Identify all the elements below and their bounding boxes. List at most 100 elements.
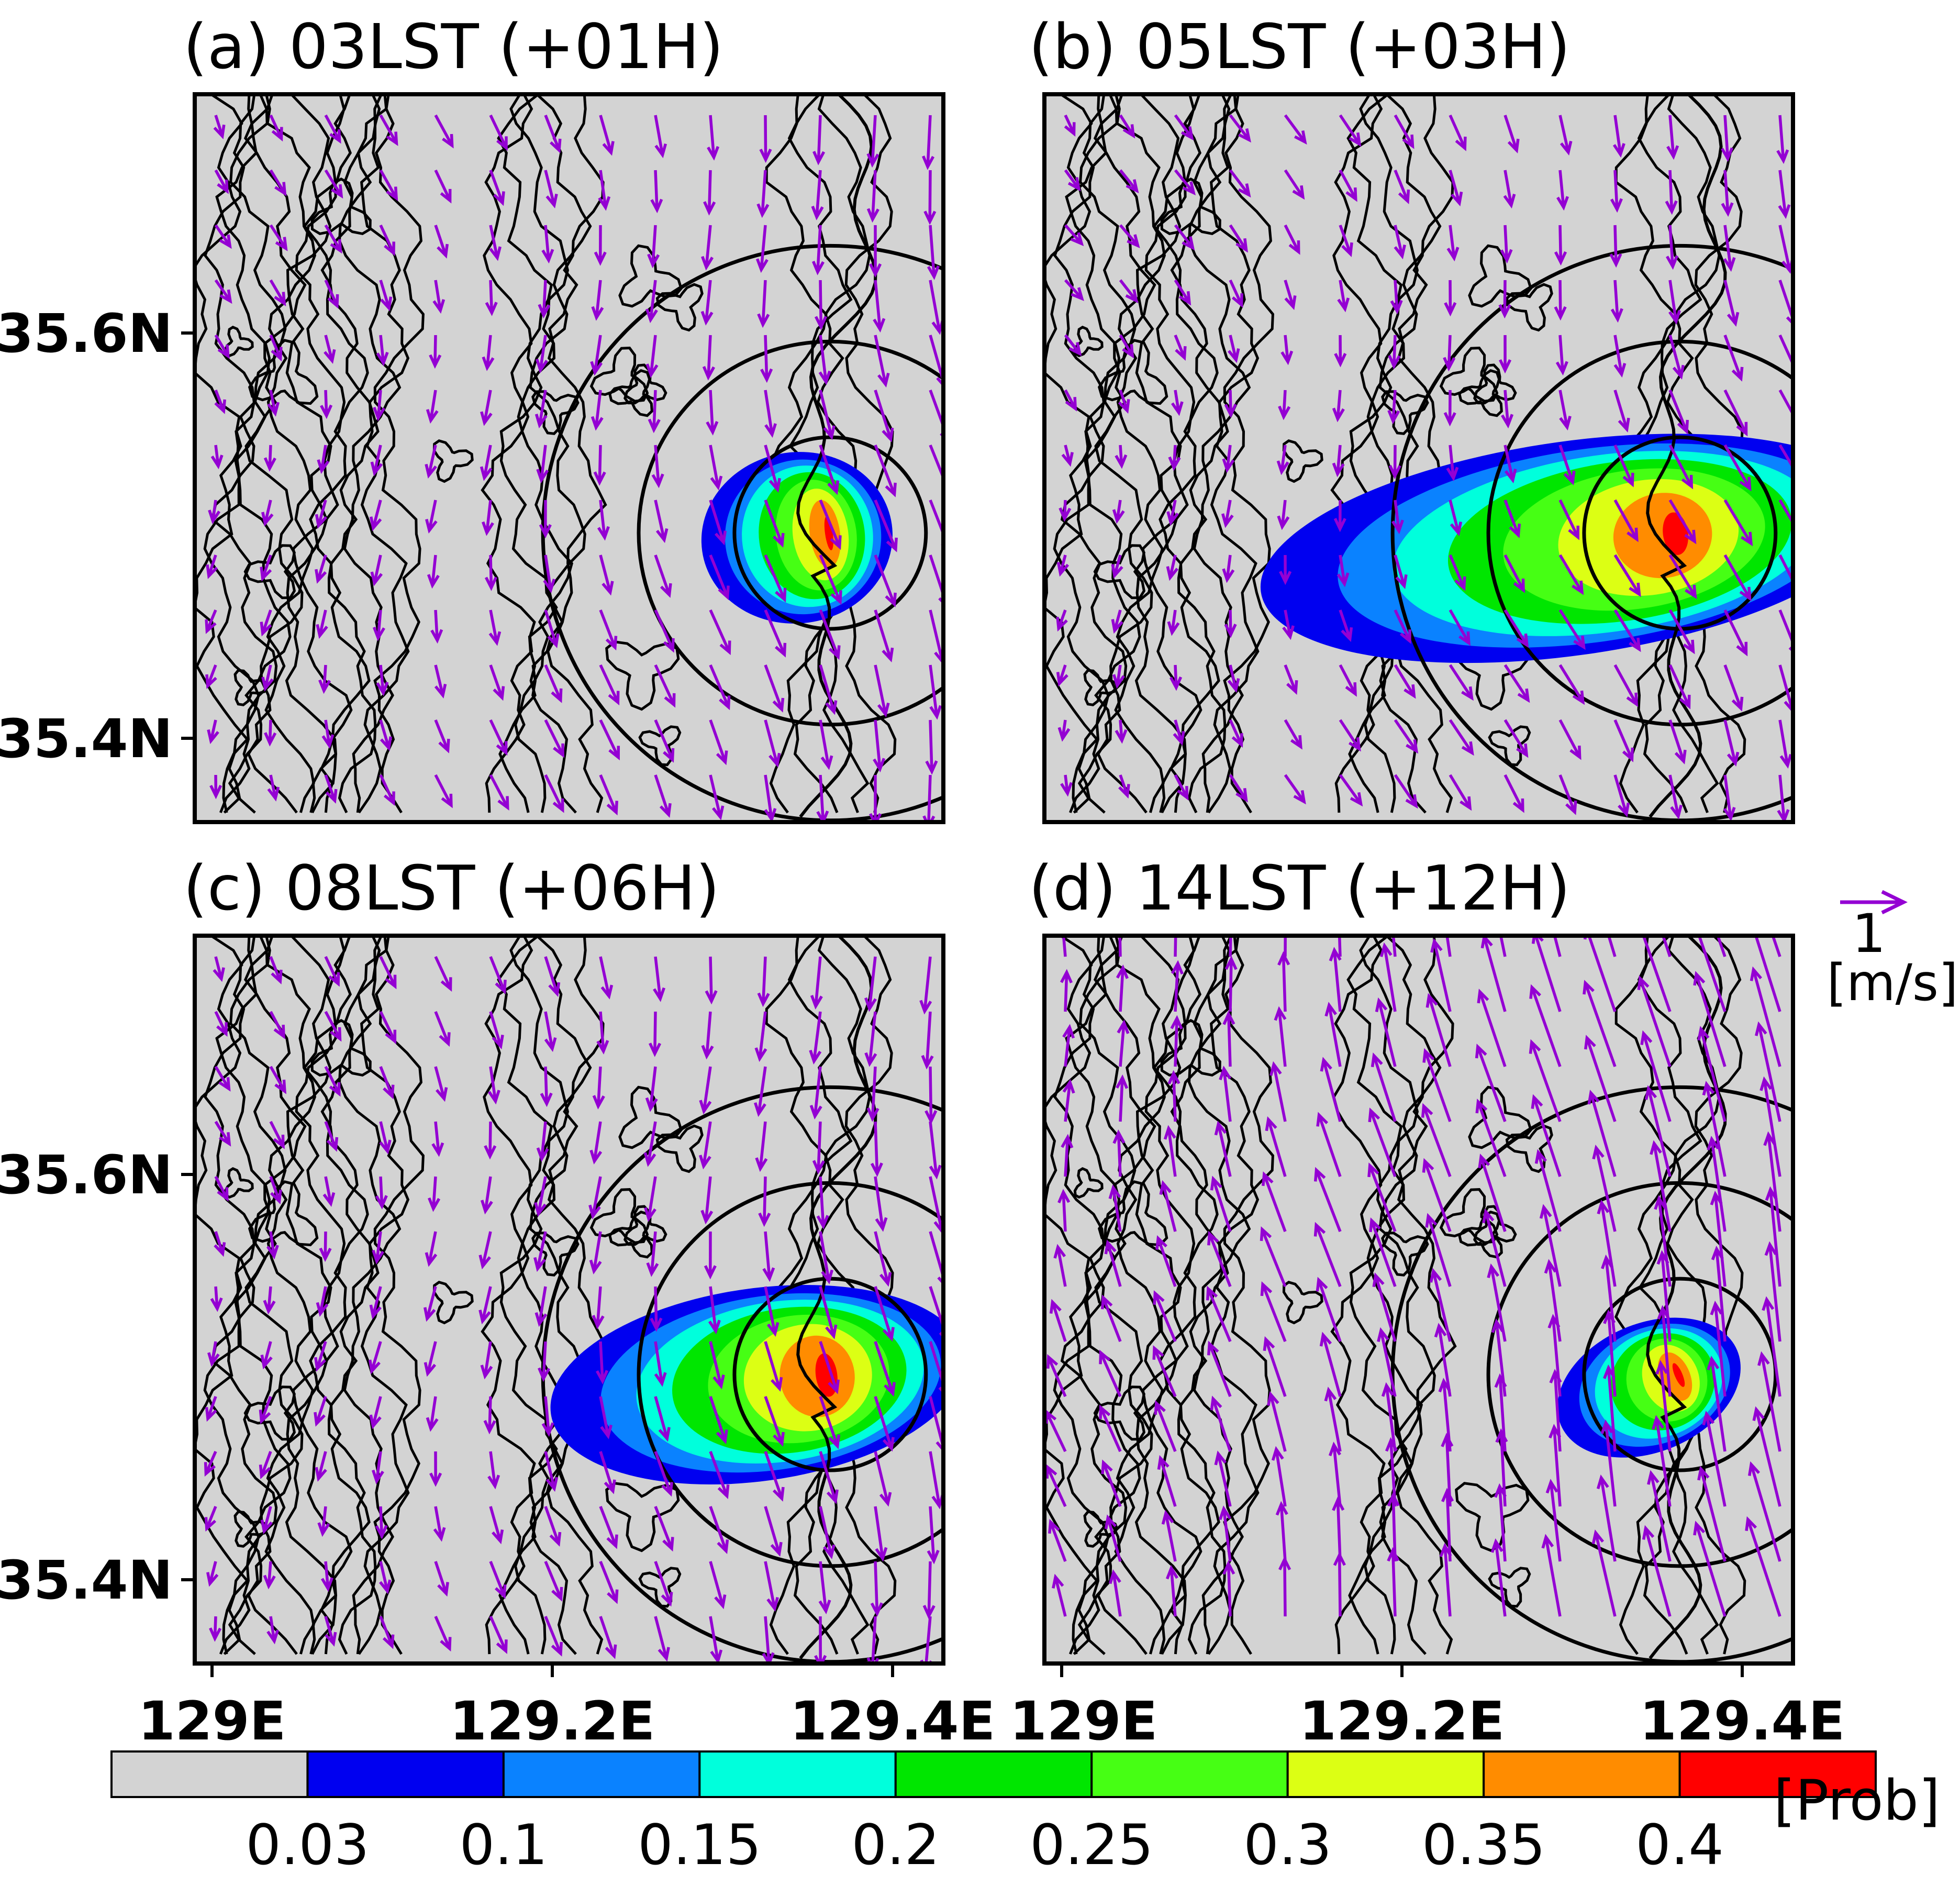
wind-vector: [1767, 1134, 1781, 1232]
wind-vector-head: [1210, 1395, 1222, 1411]
wind-vector: [1284, 224, 1300, 253]
wind-vector: [929, 1451, 941, 1506]
wind-vector-head: [1710, 1191, 1723, 1205]
wind-vector: [489, 774, 509, 808]
terrain-contour: [1097, 339, 1168, 405]
panel-b-title: (b) 05LST (+03H): [1029, 10, 1571, 83]
wind-vector: [379, 114, 398, 144]
wind-vector-head: [590, 361, 603, 376]
wind-vector: [1229, 664, 1238, 690]
wind-vector-head: [1677, 419, 1689, 435]
wind-vector: [1723, 664, 1743, 709]
wind-vector-head: [1116, 1074, 1129, 1089]
wind-vector: [1045, 1411, 1067, 1452]
wind-vector-head: [204, 1517, 217, 1532]
wind-vector: [764, 774, 773, 820]
wind-vector-head: [775, 587, 787, 603]
wind-vector: [647, 1176, 657, 1219]
terrain-contour: [233, 1510, 269, 1548]
wind-vector-head: [660, 583, 672, 598]
colorbar-swatch: [306, 1750, 505, 1798]
wind-vector-head: [270, 1189, 282, 1205]
wind-vector: [1695, 1523, 1727, 1617]
wind-vector: [483, 390, 492, 423]
wind-vector-head: [1280, 350, 1294, 365]
wind-vector: [1778, 334, 1793, 368]
wind-vector: [324, 1176, 332, 1204]
wind-vector-head: [480, 411, 493, 426]
wind-vector-head: [1267, 1391, 1279, 1406]
wind-vector-head: [714, 1594, 727, 1610]
wind-vector-head: [485, 302, 498, 316]
terrain-contour: [338, 936, 402, 1655]
wind-vector-head: [487, 1090, 500, 1105]
wind-vector-head: [1640, 869, 1649, 880]
colorbar-swatch: [698, 1750, 897, 1798]
wind-vector: [1101, 1297, 1122, 1342]
wind-vector: [1064, 389, 1077, 409]
wind-vector: [1558, 664, 1585, 703]
wind-vector: [1547, 1262, 1562, 1342]
wind-vector-head: [823, 425, 836, 440]
wind-vector: [1174, 224, 1194, 249]
wind-vector-head: [589, 1149, 603, 1165]
wind-vector: [489, 1011, 503, 1047]
wind-vector: [1768, 1244, 1781, 1342]
terrain-contour: [1141, 936, 1202, 1655]
wind-vector: [874, 1506, 884, 1559]
wind-vector: [434, 1066, 446, 1100]
wind-vector: [214, 956, 223, 979]
wind-vector-head: [1573, 635, 1586, 650]
wind-vector-head: [263, 1574, 276, 1590]
wind-vector-head: [536, 1147, 549, 1162]
wind-vector: [489, 719, 507, 753]
wind-vector-head: [1792, 594, 1793, 595]
wind-vector-head: [266, 1629, 280, 1645]
wind-vector-head: [1064, 122, 1076, 137]
colorbar-tick-label: 0.4: [1635, 1813, 1724, 1877]
wind-vector: [1661, 1308, 1672, 1397]
wind-vector-head: [701, 1045, 714, 1060]
wind-vector-head: [440, 1637, 452, 1652]
wind-vector-head: [260, 567, 272, 582]
wind-vector-head: [1112, 509, 1125, 524]
wind-vector-head: [1104, 1239, 1117, 1255]
wind-vector-head: [370, 461, 383, 476]
wind-vector-head: [320, 1577, 333, 1592]
wind-vector-head: [320, 404, 333, 419]
terrain-contour: [432, 1280, 474, 1325]
wind-vector-head: [811, 261, 825, 275]
wind-vector-head: [545, 193, 558, 209]
wind-vector: [1391, 1495, 1397, 1562]
wind-vector-head: [1221, 513, 1234, 528]
wind-vector: [1445, 936, 1452, 957]
wind-vector: [764, 1451, 784, 1499]
panel-d-frame: [1042, 934, 1795, 1666]
wind-vector: [1394, 555, 1406, 586]
wind-vector: [1558, 499, 1579, 538]
wind-vector: [874, 1561, 879, 1614]
wind-vector: [206, 1396, 217, 1420]
lat-tick-label: 35.4N: [0, 1549, 173, 1612]
wind-vector-head: [1175, 346, 1187, 361]
wind-vector-head: [1529, 1039, 1541, 1054]
panel-d-title: (d) 14LST (+12H): [1029, 852, 1571, 924]
wind-vector-head: [1224, 403, 1237, 418]
wind-vector-head: [1345, 187, 1357, 202]
wind-vector: [269, 1176, 281, 1202]
wind-vector-head: [1405, 794, 1418, 809]
wind-vector: [764, 335, 769, 380]
wind-vector-head: [649, 1043, 662, 1057]
wind-vector: [1778, 115, 1785, 161]
wind-vector: [874, 1176, 884, 1229]
terrain-contour: [605, 1482, 680, 1553]
wind-vector: [1504, 609, 1529, 646]
wind-vector-head: [210, 1297, 223, 1312]
wind-vector: [1552, 1427, 1562, 1507]
panel-c: (c) 08LST (+06H) 35.6N 35.4N 129E 129.2E…: [0, 852, 995, 1753]
wind-vector-head: [1166, 566, 1179, 581]
wind-vector: [1423, 1050, 1452, 1122]
wind-vector-head: [830, 590, 842, 605]
wind-vector-head: [437, 1582, 449, 1597]
wind-vector-head: [1381, 1382, 1394, 1397]
